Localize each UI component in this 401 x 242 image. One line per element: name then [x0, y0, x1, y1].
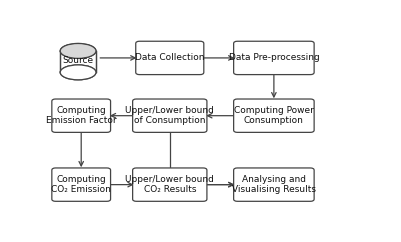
FancyBboxPatch shape: [133, 168, 207, 201]
FancyBboxPatch shape: [234, 41, 314, 75]
Bar: [60, 51, 96, 72]
FancyBboxPatch shape: [136, 41, 204, 75]
Text: Computing
Emission Factor: Computing Emission Factor: [46, 106, 117, 125]
Text: Upper/Lower bound
CO₂ Results: Upper/Lower bound CO₂ Results: [126, 175, 214, 194]
Text: Computing Power
Consumption: Computing Power Consumption: [234, 106, 314, 125]
Ellipse shape: [60, 44, 96, 58]
Text: Analysing and
Visualising Results: Analysing and Visualising Results: [232, 175, 316, 194]
Text: Computing
CO₂ Emission: Computing CO₂ Emission: [51, 175, 111, 194]
FancyBboxPatch shape: [133, 99, 207, 132]
FancyBboxPatch shape: [52, 99, 111, 132]
FancyBboxPatch shape: [234, 99, 314, 132]
Text: Data Pre-processing: Data Pre-processing: [229, 53, 319, 62]
Text: Upper/Lower bound
of Consumption: Upper/Lower bound of Consumption: [126, 106, 214, 125]
Bar: [60, 51, 96, 72]
Ellipse shape: [60, 65, 96, 80]
FancyBboxPatch shape: [234, 168, 314, 201]
Ellipse shape: [60, 44, 96, 58]
FancyBboxPatch shape: [52, 168, 111, 201]
Text: Source: Source: [63, 56, 94, 65]
Ellipse shape: [60, 65, 96, 80]
Text: Data Collection: Data Collection: [135, 53, 205, 62]
